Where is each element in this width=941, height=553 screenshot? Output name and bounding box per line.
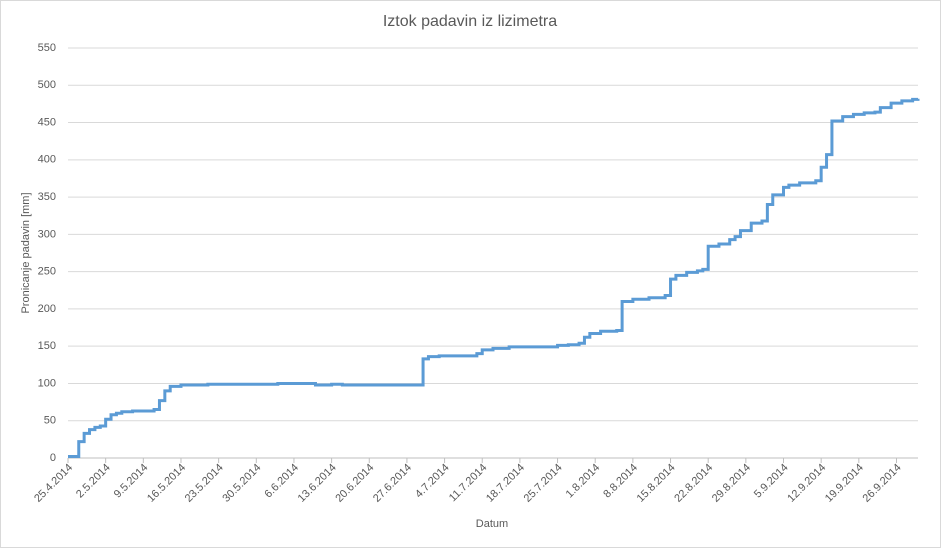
y-tick-label: 450 xyxy=(38,116,56,128)
y-tick-label: 150 xyxy=(38,340,56,352)
y-tick-label: 50 xyxy=(44,415,56,427)
series-line xyxy=(68,97,920,459)
y-tick-label: 350 xyxy=(38,191,56,203)
x-axis-label: Datum xyxy=(476,518,508,530)
y-tick-label: 550 xyxy=(38,42,56,54)
y-axis-label: Pronicanje padavin [mm] xyxy=(20,192,32,313)
y-tick-label: 200 xyxy=(38,303,56,315)
y-tick-label: 300 xyxy=(38,228,56,240)
y-tick-label: 250 xyxy=(38,266,56,278)
y-tick-label: 100 xyxy=(38,377,56,389)
y-tick-label: 0 xyxy=(50,452,56,464)
y-tick-label: 500 xyxy=(38,79,56,91)
y-tick-label: 400 xyxy=(38,154,56,166)
chart-title: Iztok padavin iz lizimetra xyxy=(383,13,557,30)
